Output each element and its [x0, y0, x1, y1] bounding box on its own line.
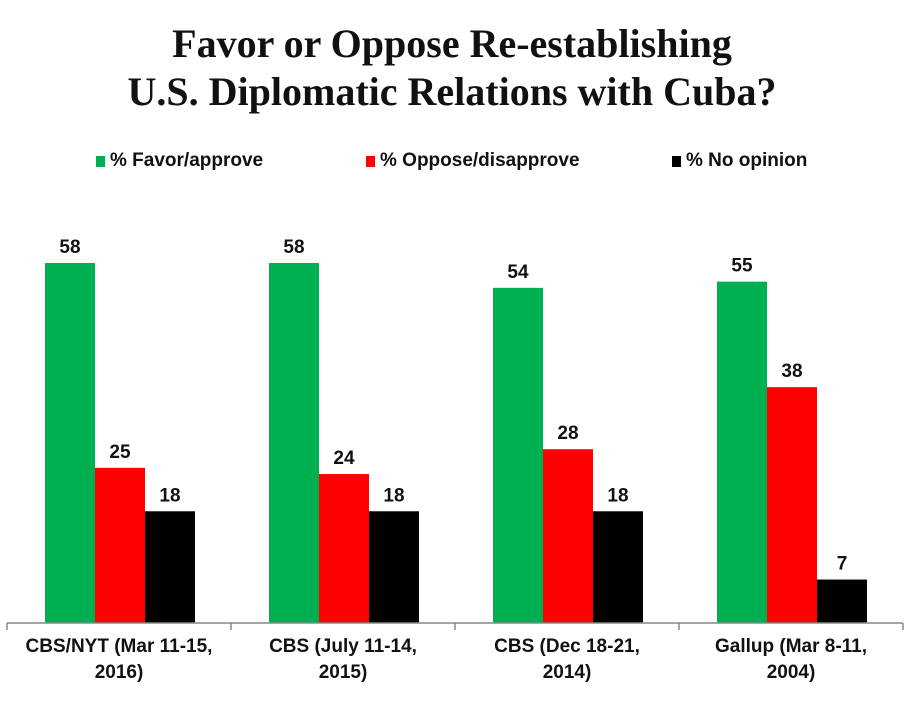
- bar-3-2: [817, 579, 867, 623]
- data-label-2-2: 18: [607, 485, 628, 506]
- data-label-1-1: 24: [333, 448, 355, 469]
- category-label-0-line-0: CBS/NYT (Mar 11-15,: [26, 636, 213, 657]
- category-label-3-line-1: 2004): [767, 662, 816, 683]
- category-label-2-line-1: 2014): [543, 662, 592, 683]
- bar-3-0: [717, 281, 767, 623]
- bar-0-2: [145, 511, 195, 623]
- legend-swatch-no-opinion: [672, 155, 681, 167]
- category-label-1-line-1: 2015): [319, 662, 368, 683]
- bar-1-2: [369, 511, 419, 623]
- bar-2-1: [543, 449, 593, 623]
- data-label-0-0: 58: [59, 237, 80, 258]
- bar-1-1: [319, 474, 369, 623]
- category-label-1-line-0: CBS (July 11-14,: [269, 636, 417, 657]
- chart-title-line-2: U.S. Diplomatic Relations with Cuba?: [127, 69, 777, 114]
- bar-2-0: [493, 287, 543, 623]
- legend-label-favor: % Favor/approve: [110, 150, 264, 171]
- data-label-1-0: 58: [283, 237, 304, 258]
- bar-1-0: [269, 263, 319, 623]
- legend-item-favor: % Favor/approve: [96, 150, 263, 172]
- chart-title: Favor or Oppose Re-establishing U.S. Dip…: [0, 20, 904, 116]
- data-label-2-0: 54: [507, 262, 529, 283]
- legend-item-no-opinion: % No opinion: [672, 150, 807, 172]
- chart-title-line-1: Favor or Oppose Re-establishing: [172, 21, 732, 66]
- data-label-0-2: 18: [159, 485, 180, 506]
- legend-swatch-oppose: [366, 155, 375, 167]
- legend-swatch-favor: [96, 155, 105, 167]
- legend-item-oppose: % Oppose/disapprove: [366, 150, 580, 172]
- data-label-2-1: 28: [557, 423, 578, 444]
- data-label-1-2: 18: [383, 485, 404, 506]
- data-label-3-1: 38: [781, 361, 802, 382]
- bar-0-0: [45, 263, 95, 623]
- data-label-0-1: 25: [109, 442, 131, 463]
- legend-label-oppose: % Oppose/disapprove: [380, 150, 580, 171]
- data-label-3-0: 55: [731, 256, 753, 277]
- bar-3-1: [767, 387, 817, 623]
- category-label-0-line-1: 2016): [95, 662, 144, 683]
- category-label-2-line-0: CBS (Dec 18-21,: [494, 636, 640, 657]
- data-label-3-2: 7: [837, 554, 848, 575]
- legend-label-no-opinion: % No opinion: [686, 150, 808, 171]
- category-label-3-line-0: Gallup (Mar 8-11,: [715, 636, 867, 657]
- bar-2-2: [593, 511, 643, 623]
- bar-0-1: [95, 467, 145, 623]
